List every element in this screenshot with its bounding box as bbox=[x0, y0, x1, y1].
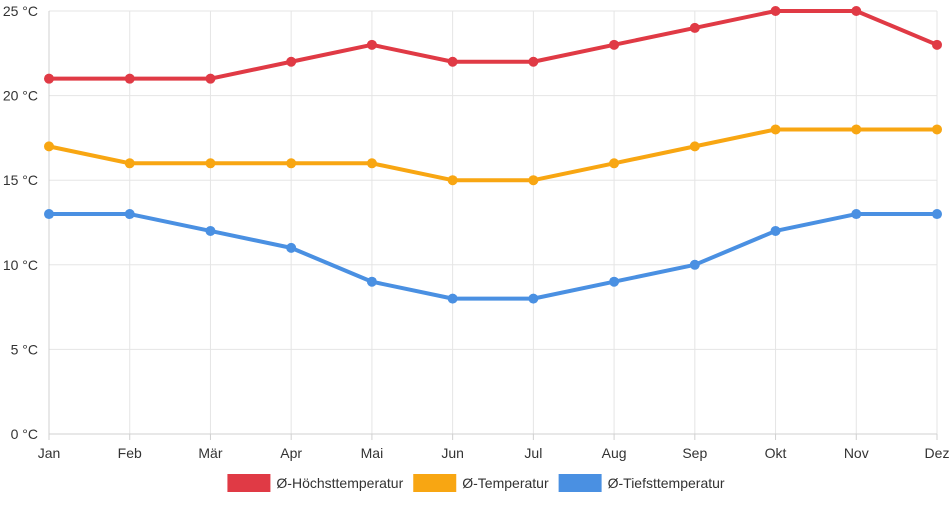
data-point-tiefsttemperatur[interactable] bbox=[447, 293, 458, 304]
data-point-hoechsttemperatur[interactable] bbox=[932, 39, 942, 50]
legend-label: Ø-Temperatur bbox=[462, 475, 549, 491]
legend-item[interactable]: Ø-Temperatur bbox=[413, 474, 549, 492]
data-point-hoechsttemperatur[interactable] bbox=[689, 22, 700, 33]
data-point-tiefsttemperatur[interactable] bbox=[44, 209, 54, 220]
data-point-temperatur[interactable] bbox=[770, 124, 781, 135]
data-point-tiefsttemperatur[interactable] bbox=[932, 209, 942, 220]
data-point-temperatur[interactable] bbox=[932, 124, 942, 135]
y-tick-label: 5 °C bbox=[11, 341, 38, 357]
data-point-hoechsttemperatur[interactable] bbox=[447, 56, 458, 67]
data-point-temperatur[interactable] bbox=[286, 158, 297, 169]
data-point-hoechsttemperatur[interactable] bbox=[44, 73, 54, 84]
legend-label: Ø-Tiefsttemperatur bbox=[608, 475, 725, 491]
legend-swatch bbox=[413, 474, 457, 492]
data-point-temperatur[interactable] bbox=[44, 141, 54, 152]
x-tick-label: Jun bbox=[441, 445, 464, 461]
data-point-temperatur[interactable] bbox=[205, 158, 216, 169]
series-line-hoechsttemperatur bbox=[47, 9, 939, 81]
y-tick-label: 20 °C bbox=[3, 88, 38, 104]
data-point-temperatur[interactable] bbox=[689, 141, 700, 152]
x-tick-label: Mär bbox=[198, 445, 222, 461]
data-point-temperatur[interactable] bbox=[609, 158, 620, 169]
x-tick-label: Okt bbox=[765, 445, 787, 461]
axes: 0 °C 5 °C 10 °C 15 °C 20 °C 25 °C Jan Feb Mär Apr… bbox=[3, 3, 950, 461]
data-point-hoechsttemperatur[interactable] bbox=[124, 73, 135, 84]
data-point-hoechsttemperatur[interactable] bbox=[366, 39, 377, 50]
legend[interactable]: Ø-Höchsttemperatur Ø-Temperatur Ø-Tiefstte… bbox=[227, 474, 725, 492]
data-point-hoechsttemperatur[interactable] bbox=[851, 6, 862, 16]
x-tick-label: Nov bbox=[844, 445, 869, 461]
data-point-temperatur[interactable] bbox=[447, 175, 458, 186]
data-point-hoechsttemperatur[interactable] bbox=[770, 6, 781, 16]
y-tick-label: 10 °C bbox=[3, 257, 38, 273]
data-point-tiefsttemperatur[interactable] bbox=[851, 209, 862, 220]
legend-swatch bbox=[558, 474, 602, 492]
y-tick-label: 25 °C bbox=[3, 3, 38, 19]
data-point-temperatur[interactable] bbox=[124, 158, 135, 169]
data-point-tiefsttemperatur[interactable] bbox=[689, 259, 700, 270]
legend-item[interactable]: Ø-Tiefsttemperatur bbox=[558, 474, 725, 492]
data-point-tiefsttemperatur[interactable] bbox=[366, 276, 377, 287]
data-point-temperatur[interactable] bbox=[528, 175, 539, 186]
data-point-tiefsttemperatur[interactable] bbox=[124, 209, 135, 220]
data-point-temperatur[interactable] bbox=[366, 158, 377, 169]
legend-swatch bbox=[227, 474, 271, 492]
data-point-tiefsttemperatur[interactable] bbox=[770, 225, 781, 236]
x-tick-label: Apr bbox=[280, 445, 302, 461]
data-point-hoechsttemperatur[interactable] bbox=[609, 39, 620, 50]
data-point-tiefsttemperatur[interactable] bbox=[205, 225, 216, 236]
data-point-hoechsttemperatur[interactable] bbox=[205, 73, 216, 84]
data-point-temperatur[interactable] bbox=[851, 124, 862, 135]
y-tick-label: 0 °C bbox=[11, 426, 38, 442]
x-tick-label: Feb bbox=[118, 445, 142, 461]
data-point-hoechsttemperatur[interactable] bbox=[528, 56, 539, 67]
x-tick-label: Aug bbox=[602, 445, 627, 461]
series-line-temperatur bbox=[47, 127, 939, 183]
data-point-tiefsttemperatur[interactable] bbox=[528, 293, 539, 304]
series bbox=[44, 6, 942, 304]
grid bbox=[48, 10, 938, 435]
y-tick-label: 15 °C bbox=[3, 172, 38, 188]
data-point-hoechsttemperatur[interactable] bbox=[286, 56, 297, 67]
legend-item[interactable]: Ø-Höchsttemperatur bbox=[227, 474, 404, 492]
x-tick-label: Jan bbox=[38, 445, 61, 461]
x-tick-label: Mai bbox=[361, 445, 384, 461]
legend-label: Ø-Höchsttemperatur bbox=[276, 475, 403, 491]
x-tick-label: Jul bbox=[524, 445, 542, 461]
x-tick-label: Sep bbox=[682, 445, 707, 461]
x-tick-label: Dez bbox=[925, 445, 950, 461]
series-line-tiefsttemperatur bbox=[47, 212, 939, 301]
data-point-tiefsttemperatur[interactable] bbox=[609, 276, 620, 287]
data-point-tiefsttemperatur[interactable] bbox=[286, 242, 297, 253]
